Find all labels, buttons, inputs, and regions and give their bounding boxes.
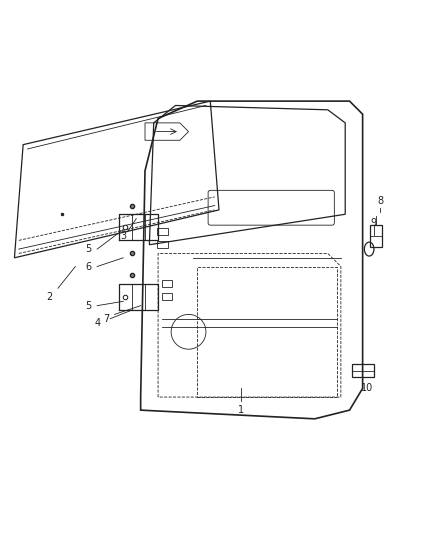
Text: 3: 3 <box>120 231 126 241</box>
Bar <box>157 228 168 235</box>
Bar <box>162 294 172 301</box>
Bar <box>157 241 168 248</box>
Bar <box>370 225 382 247</box>
Text: 2: 2 <box>46 292 53 302</box>
Text: 5: 5 <box>85 301 92 311</box>
Text: 8: 8 <box>377 196 383 206</box>
Text: 10: 10 <box>361 383 373 393</box>
Bar <box>162 280 172 287</box>
Text: 5: 5 <box>85 244 92 254</box>
Text: 6: 6 <box>85 262 92 271</box>
Text: 4: 4 <box>94 318 100 328</box>
Text: 9: 9 <box>371 218 377 228</box>
Bar <box>352 365 374 377</box>
Text: 1: 1 <box>238 405 244 415</box>
Text: 7: 7 <box>103 314 109 324</box>
